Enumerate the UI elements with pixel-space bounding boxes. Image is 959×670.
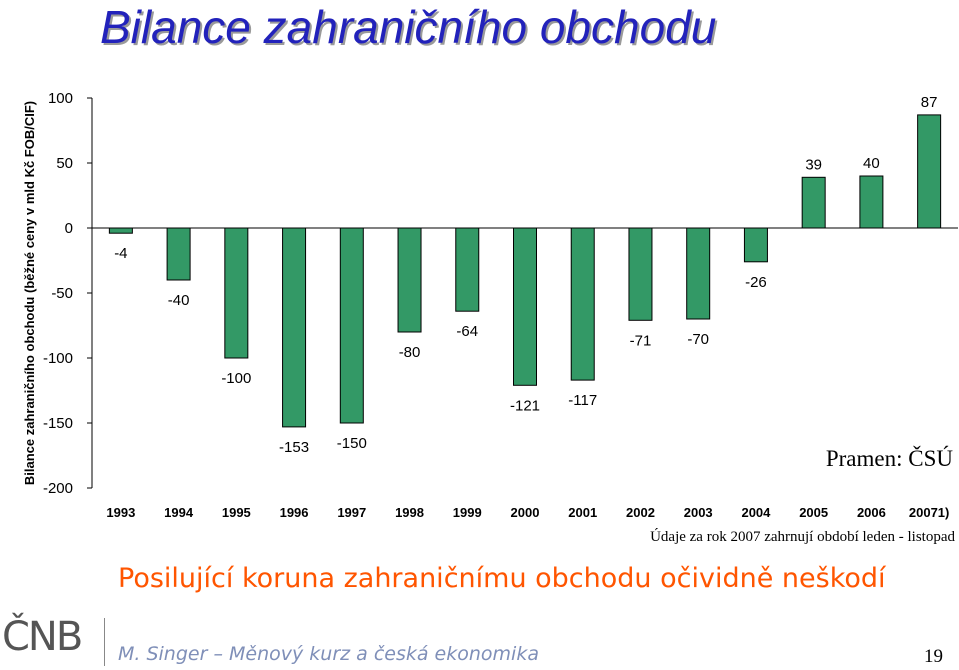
bar-2005 <box>801 176 826 229</box>
data-label: -150 <box>337 435 367 452</box>
y-tick-label: 0 <box>65 220 73 237</box>
slide-title: Bilance zahraničního obchodu <box>100 1 717 53</box>
logo-divider <box>104 618 105 666</box>
data-label: -40 <box>168 292 190 309</box>
data-label: 87 <box>921 94 938 111</box>
x-tick-label: 2006 <box>857 505 886 520</box>
source-note: Pramen: ČSÚ <box>825 446 953 471</box>
page-number: 19 <box>924 646 943 667</box>
headline: Posilující koruna zahraničnímu obchodu o… <box>118 563 886 594</box>
data-label: -153 <box>279 439 309 456</box>
bar-20071) <box>917 114 942 229</box>
y-axis-label: Bilance zahraničního obchodu (běžné ceny… <box>22 101 37 485</box>
bar-2003 <box>686 227 711 320</box>
bar-1997 <box>339 227 364 424</box>
y-tick-label: -100 <box>43 350 73 367</box>
footnote: Údaje za rok 2007 zahrnují období leden … <box>650 529 955 545</box>
footer-text: M. Singer – Měnový kurz a česká ekonomik… <box>118 643 539 665</box>
data-label: 39 <box>805 156 822 173</box>
x-tick-label: 2003 <box>684 505 713 520</box>
bar-2000 <box>513 227 537 386</box>
bar-2006 <box>859 175 884 229</box>
x-tick-label: 20071) <box>909 505 949 520</box>
x-tick-label: 1997 <box>337 505 366 520</box>
data-label: -117 <box>568 392 597 409</box>
cnb-logo: ČNB <box>2 614 83 660</box>
bar-1999 <box>455 227 480 312</box>
x-tick-label: 1998 <box>395 505 424 520</box>
bar-1996 <box>282 227 307 428</box>
data-label: 40 <box>863 155 880 172</box>
x-tick-label: 2005 <box>799 505 828 520</box>
data-label: -4 <box>114 245 127 262</box>
bar-1995 <box>224 227 249 359</box>
x-tick-label: 1993 <box>106 505 135 520</box>
x-tick-label: 1994 <box>164 505 194 520</box>
data-label: -26 <box>745 274 767 291</box>
bar-chart: Bilance zahraničního obchodu (běžné ceny… <box>22 90 958 520</box>
bar-1993 <box>108 227 133 234</box>
bar-2002 <box>628 227 653 321</box>
data-label: -71 <box>630 332 652 349</box>
x-tick-label: 2004 <box>741 505 771 520</box>
x-tick-label: 2000 <box>511 505 540 520</box>
x-tick-label: 1996 <box>280 505 309 520</box>
x-tick-label: 2002 <box>626 505 655 520</box>
y-tick-label: -200 <box>43 480 73 497</box>
data-label: -80 <box>399 344 421 361</box>
x-tick-label: 2001 <box>568 505 597 520</box>
x-tick-label: 1999 <box>453 505 482 520</box>
bar-2004 <box>743 227 768 263</box>
bar-1998 <box>397 227 422 333</box>
x-tick-label: 1995 <box>222 505 251 520</box>
data-label: -100 <box>221 370 251 387</box>
y-tick-label: -50 <box>51 285 73 302</box>
y-tick-label: 100 <box>48 90 73 107</box>
data-label: -121 <box>510 397 540 414</box>
bar-1994 <box>166 227 191 281</box>
bar-2001 <box>570 227 595 381</box>
y-tick-label: 50 <box>56 155 73 172</box>
y-tick-label: -150 <box>43 415 73 432</box>
data-label: -64 <box>456 323 478 340</box>
data-label: -70 <box>687 331 709 348</box>
